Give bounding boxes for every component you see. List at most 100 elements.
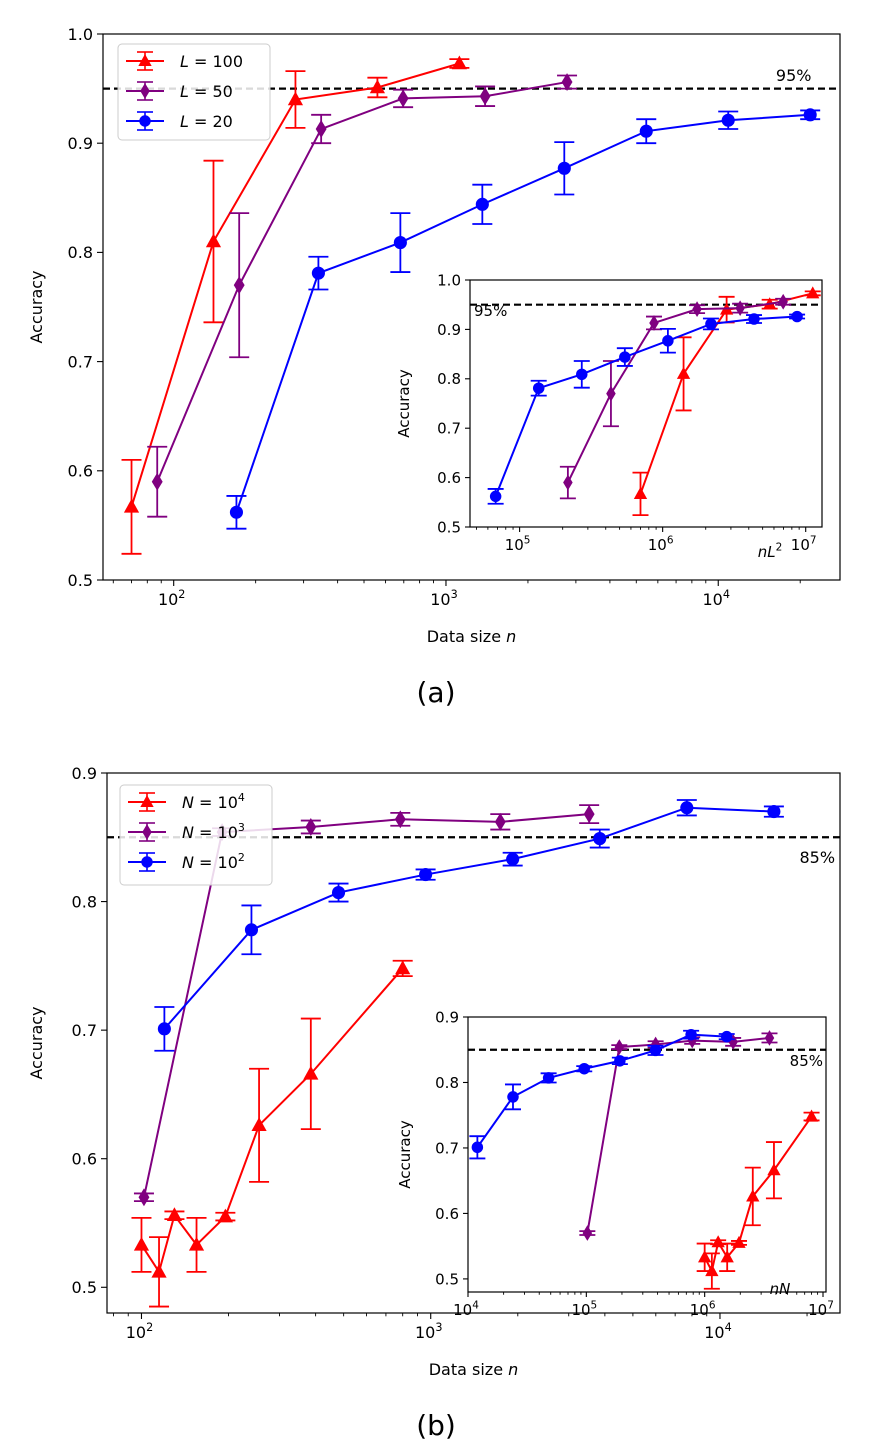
data-point	[680, 801, 694, 815]
x-tick-exp: 5	[524, 534, 531, 546]
data-point	[419, 868, 433, 882]
data-point	[649, 1044, 662, 1057]
y-tick-label: 0.9	[435, 1008, 459, 1026]
reference-line-label: 85%	[800, 848, 836, 867]
x-tick-exp: 3	[451, 588, 458, 601]
axes-frame	[469, 279, 823, 528]
x-axis-label: Data size n	[427, 627, 517, 646]
y-tick-label: 0.8	[435, 1074, 459, 1092]
x-tick-label: 103	[430, 588, 457, 609]
data-point	[746, 1189, 760, 1202]
panel-caption: (b)	[416, 1409, 456, 1442]
y-axis-label: Accuracy	[27, 270, 46, 343]
series-line-0	[140, 967, 404, 1275]
data-point	[311, 266, 325, 280]
x-axis-label: Data size n	[429, 1360, 519, 1379]
legend-sup: 3	[238, 821, 245, 834]
data-point	[705, 318, 717, 330]
data-point	[578, 1062, 590, 1075]
series-line-1	[156, 81, 568, 483]
x-tick-base: 10	[453, 1301, 472, 1319]
series-line-2	[235, 113, 811, 513]
x-tick-exp: 7	[810, 534, 817, 546]
data-point	[576, 368, 588, 381]
legend-marker	[140, 83, 150, 99]
axes-frame	[467, 1016, 827, 1293]
y-axis-label: Accuracy	[27, 1006, 46, 1079]
x-tick-base: 10	[158, 590, 178, 609]
reference-line-label: 95%	[474, 302, 507, 320]
x-tick-label: 104	[704, 1321, 731, 1342]
y-tick-label: 0.9	[68, 134, 93, 153]
axes-frame	[102, 33, 841, 581]
legend-eq: =	[194, 793, 218, 812]
legend-label: N = 103	[182, 821, 245, 842]
x-tick-base: 10	[415, 1323, 435, 1342]
data-point	[471, 1141, 484, 1154]
data-point	[791, 310, 803, 323]
x-tick-base: 10	[703, 590, 723, 609]
x-tick-exp: 4	[723, 588, 730, 601]
x-tick-exp: 6	[709, 1299, 716, 1311]
data-point	[649, 315, 659, 331]
x-tick-exp: 4	[472, 1299, 479, 1311]
data-point	[251, 1117, 267, 1132]
data-point	[764, 1030, 775, 1046]
x-tick-base: 10	[808, 1301, 827, 1319]
data-point	[133, 1236, 150, 1251]
data-point	[151, 1263, 167, 1278]
series-line-1	[142, 813, 590, 1198]
x-tick-label: 103	[415, 1321, 442, 1342]
x-tick-label: 102	[126, 1321, 153, 1342]
panel-caption: (a)	[416, 676, 455, 709]
y-tick-label: 0.5	[72, 1278, 97, 1297]
legend-label: N = 104	[182, 791, 245, 812]
y-tick-label: 0.7	[437, 420, 461, 438]
legend-var: N	[182, 823, 194, 842]
legend-val: 10	[218, 793, 238, 812]
data-point	[542, 1072, 555, 1084]
legend-val: 10	[218, 823, 238, 842]
data-point	[494, 812, 506, 831]
data-point	[732, 1235, 746, 1248]
data-point	[593, 832, 607, 846]
data-point	[166, 1207, 183, 1222]
data-layer	[468, 1028, 826, 1290]
data-point	[803, 108, 817, 122]
y-tick-label: 0.6	[437, 469, 461, 487]
y-tick-label: 1.0	[68, 25, 93, 44]
y-tick-label: 1.0	[437, 271, 461, 289]
series-line-2	[163, 806, 774, 1030]
x-tick-base: 10	[648, 536, 667, 554]
data-point	[735, 300, 745, 316]
x-tick-base: 10	[571, 1301, 590, 1319]
legend-label: N = 102	[182, 851, 245, 872]
legend-label: L = 20	[180, 112, 233, 131]
legend-val: 50	[213, 82, 233, 101]
data-point	[506, 852, 520, 866]
x-tick-exp: 7	[827, 1299, 834, 1311]
data-point	[806, 286, 820, 299]
legend-val: 100	[213, 52, 244, 71]
series-line-1	[566, 300, 784, 483]
data-point	[557, 161, 571, 175]
legend-val: 20	[213, 112, 233, 131]
data-point	[507, 1091, 519, 1103]
data-point	[633, 486, 648, 499]
legend-var: N	[182, 793, 194, 812]
x-tick-exp: 2	[146, 1321, 153, 1334]
x-tick-exp: 3	[435, 1321, 442, 1334]
legend-marker	[142, 824, 152, 840]
x-tick-label: 106	[690, 1299, 716, 1319]
data-point	[395, 960, 411, 975]
x-tick-exp: 2	[178, 588, 185, 601]
data-layer	[470, 286, 822, 517]
inset-x-var: nL	[758, 543, 776, 561]
inset-x-var: nN	[770, 1280, 791, 1298]
legend-eq: =	[189, 112, 213, 131]
data-point	[619, 351, 631, 363]
